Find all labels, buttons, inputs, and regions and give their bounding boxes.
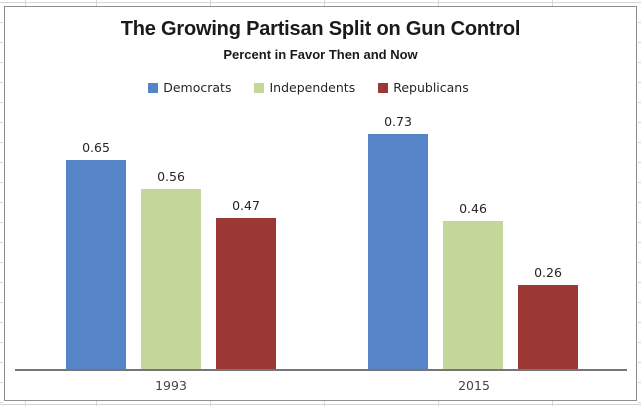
x-axis-label-1993: 1993 [155, 378, 187, 393]
bar-value-label-independents-1993: 0.56 [157, 169, 185, 184]
legend-label-democrats: Democrats [163, 79, 232, 95]
x-axis-line [15, 369, 627, 371]
bar-republicans-1993[interactable] [216, 218, 276, 369]
legend-label-independents: Independents [269, 79, 356, 95]
chart-subtitle: Percent in Favor Then and Now [223, 47, 418, 62]
bar-independents-1993[interactable] [141, 189, 201, 369]
x-axis-label-2015: 2015 [458, 378, 490, 393]
bar-independents-2015[interactable] [443, 221, 503, 369]
bar-value-label-independents-2015: 0.46 [459, 201, 487, 216]
legend-label-republicans: Republicans [393, 79, 469, 95]
bar-democrats-1993[interactable] [66, 160, 126, 369]
legend-swatch-democrats-icon [148, 82, 159, 93]
spreadsheet-gridlines-top [0, 0, 641, 6]
legend-swatch-independents-icon [254, 82, 265, 93]
chart-title: The Growing Partisan Split on Gun Contro… [120, 18, 521, 40]
chart-area[interactable]: The Growing Partisan Split on Gun Contro… [4, 6, 637, 401]
bar-democrats-2015[interactable] [368, 134, 428, 369]
bar-value-label-democrats-1993: 0.65 [82, 140, 110, 155]
legend-item-republicans[interactable]: Republicans [378, 79, 469, 95]
legend-item-democrats[interactable]: Democrats [148, 79, 232, 95]
plot-area: 1993 2015 0.65 0.73 0.56 0.46 0.47 0.26 [5, 7, 636, 400]
legend-item-independents[interactable]: Independents [254, 79, 356, 95]
bar-value-label-democrats-2015: 0.73 [384, 114, 412, 129]
bar-republicans-2015[interactable] [518, 285, 578, 369]
bar-value-label-republicans-2015: 0.26 [534, 265, 562, 280]
spreadsheet-gridline-row-top [0, 2, 641, 3]
spreadsheet-gridline-row-bottom [0, 404, 641, 405]
spreadsheet-gridlines-bottom [0, 400, 641, 406]
legend-swatch-republicans-icon [378, 82, 389, 93]
legend: Democrats Independents Republicans [0, 79, 624, 96]
spreadsheet-gridlines-right [638, 0, 641, 406]
bar-value-label-republicans-1993: 0.47 [232, 198, 260, 213]
spreadsheet-gridlines-left [0, 0, 3, 406]
